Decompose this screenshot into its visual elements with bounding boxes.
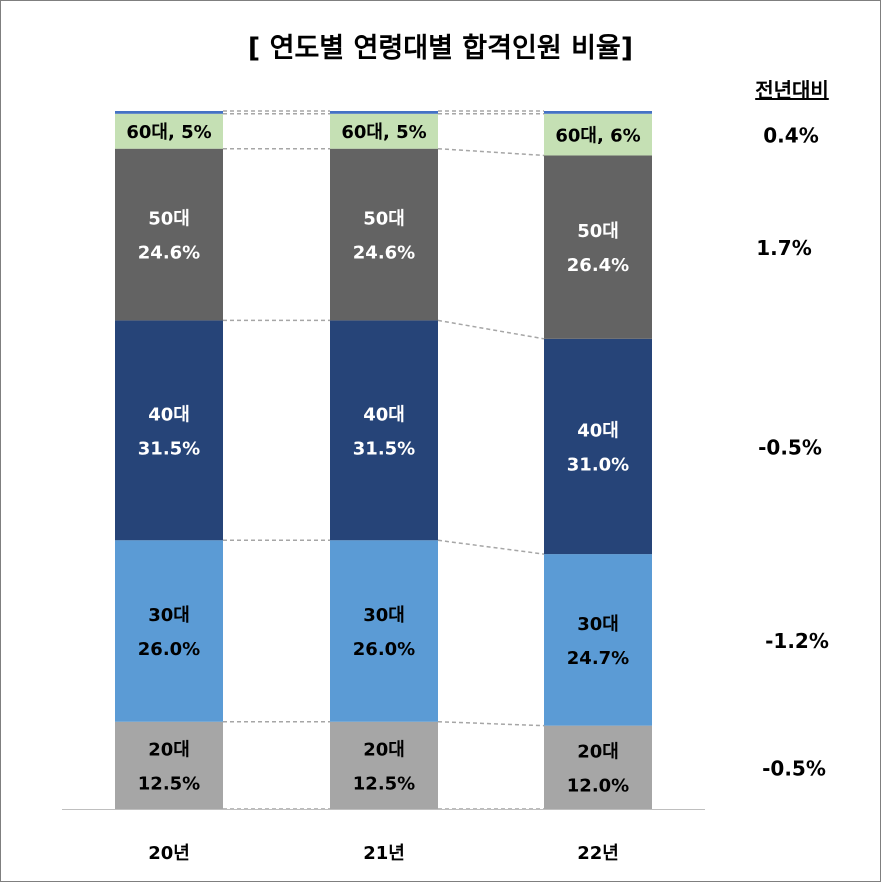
bar-segment-50s [544,155,652,339]
bar-segment-70s [544,111,652,114]
bar-segment-40s [330,320,438,541]
bar-segment-30s [330,540,438,722]
data-label-20s: 20대 12.5% [138,739,200,794]
data-label-30s: 30대 26.0% [138,605,200,660]
bar-segment-60s [115,113,223,149]
yoy-value: -0.5% [758,435,822,459]
bar-segment-70s [115,111,223,114]
yoy-value: -0.5% [762,756,826,780]
bar-segment-20s [330,721,438,809]
x-tick-label: 21년 [363,843,405,864]
data-label-60s: 60대, 5% [126,122,211,143]
bar-segment-40s [115,320,223,541]
bar-segment-50s [330,148,438,321]
bar-segment-70s [330,111,438,114]
bar-segment-60s [544,113,652,156]
data-label-50s: 50대 26.4% [567,221,629,276]
bar-segment-60s [330,113,438,149]
connector-line [437,539,545,555]
data-label-60s: 60대, 5% [341,122,426,143]
bar-segment-20s [544,725,652,809]
chart-title: [ 연도별 연령대별 합격인원 비율] [247,33,634,64]
bar-segment-30s [544,554,652,726]
data-label-40s: 40대 31.5% [353,404,415,459]
x-tick-label: 20년 [148,843,190,864]
yoy-value: 0.4% [763,124,818,148]
bar-segment-50s [115,148,223,321]
yoy-value: 1.7% [756,236,811,260]
data-label-20s: 20대 12.5% [353,739,415,794]
connector-line [437,319,545,340]
x-tick-label: 22년 [577,843,619,864]
yoy-header: 전년대비 [755,78,829,102]
bar-segment-30s [115,540,223,722]
connector-line [437,147,545,157]
connector-line [437,721,545,727]
data-label-60s: 60대, 6% [555,126,640,147]
data-label-40s: 40대 31.0% [567,420,629,475]
yoy-value: -1.2% [765,629,829,653]
data-label-20s: 20대 12.0% [567,741,629,796]
bar-segment-40s [544,338,652,555]
data-label-50s: 50대 24.6% [353,209,415,264]
data-label-30s: 30대 24.7% [567,614,629,669]
data-label-30s: 30대 26.0% [353,605,415,660]
bar-segment-20s [115,721,223,809]
data-label-40s: 40대 31.5% [138,404,200,459]
data-label-50s: 50대 24.6% [138,209,200,264]
